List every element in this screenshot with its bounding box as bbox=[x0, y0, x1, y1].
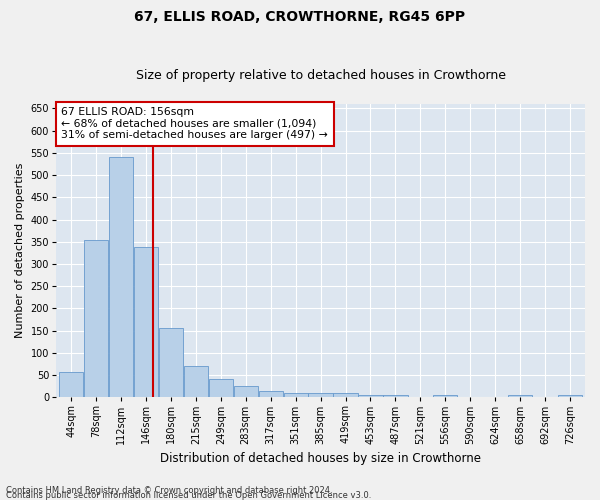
Bar bbox=[233, 386, 258, 398]
Bar bbox=[159, 328, 183, 398]
Text: Contains HM Land Registry data © Crown copyright and database right 2024.: Contains HM Land Registry data © Crown c… bbox=[6, 486, 332, 495]
Bar bbox=[508, 395, 532, 398]
Bar bbox=[358, 395, 383, 398]
Text: 67, ELLIS ROAD, CROWTHORNE, RG45 6PP: 67, ELLIS ROAD, CROWTHORNE, RG45 6PP bbox=[134, 10, 466, 24]
Text: 67 ELLIS ROAD: 156sqm
← 68% of detached houses are smaller (1,094)
31% of semi-d: 67 ELLIS ROAD: 156sqm ← 68% of detached … bbox=[61, 107, 328, 140]
Y-axis label: Number of detached properties: Number of detached properties bbox=[15, 163, 25, 338]
Bar bbox=[84, 240, 108, 398]
Bar bbox=[558, 395, 582, 398]
Bar bbox=[308, 394, 332, 398]
Bar bbox=[109, 158, 133, 398]
Bar bbox=[184, 366, 208, 398]
Bar bbox=[134, 247, 158, 398]
Bar bbox=[433, 395, 457, 398]
Bar bbox=[284, 393, 308, 398]
Bar bbox=[59, 372, 83, 398]
Text: Contains public sector information licensed under the Open Government Licence v3: Contains public sector information licen… bbox=[6, 490, 371, 500]
Bar bbox=[209, 378, 233, 398]
Bar bbox=[259, 390, 283, 398]
Title: Size of property relative to detached houses in Crowthorne: Size of property relative to detached ho… bbox=[136, 69, 506, 82]
Bar bbox=[383, 395, 407, 398]
Bar bbox=[334, 394, 358, 398]
X-axis label: Distribution of detached houses by size in Crowthorne: Distribution of detached houses by size … bbox=[160, 452, 481, 465]
